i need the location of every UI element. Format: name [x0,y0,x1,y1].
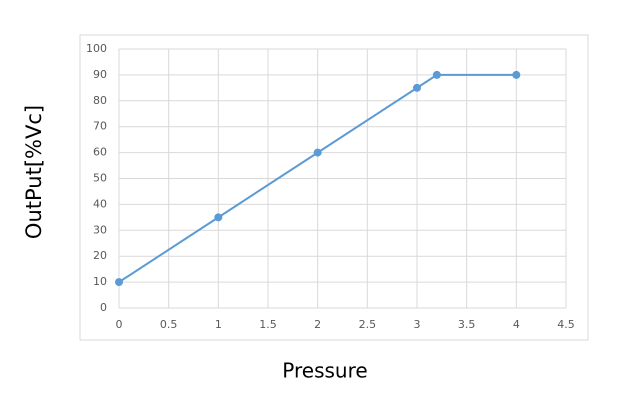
y-tick-label: 30 [93,223,107,236]
y-tick-label: 0 [100,301,107,314]
x-tick-label: 3.5 [458,318,476,331]
x-tick-label: 2.5 [359,318,377,331]
y-tick-label: 50 [93,172,107,185]
y-axis-title: OutPut[%Vc] [22,105,46,239]
y-tick-label: 60 [93,146,107,159]
y-tick-label: 90 [93,68,107,81]
line [118,73,517,283]
x-axis-title: Pressure [282,359,367,383]
x-tick-label: 4 [513,318,520,331]
y-tick-label: 20 [93,249,107,262]
x-tick-label: 0.5 [160,318,178,331]
x-tick-label: 4.5 [557,318,575,331]
y-tick-label: 10 [93,275,107,288]
y-tick-label: 100 [86,42,107,55]
x-tick-label: 0 [116,318,123,331]
marker [214,213,223,222]
y-tick-label: 40 [93,197,107,210]
y-tick-label: 80 [93,94,107,107]
marker [512,70,521,79]
marker [115,278,123,287]
marker [432,70,441,79]
plot-frame [79,34,589,341]
y-tick-label: 70 [93,120,107,133]
marker [413,83,421,92]
marker [313,148,322,157]
x-tick-label: 2 [314,318,321,331]
x-tick-label: 1.5 [259,318,277,331]
x-tick-label: 1 [215,318,222,331]
x-tick-label: 3 [414,318,421,331]
